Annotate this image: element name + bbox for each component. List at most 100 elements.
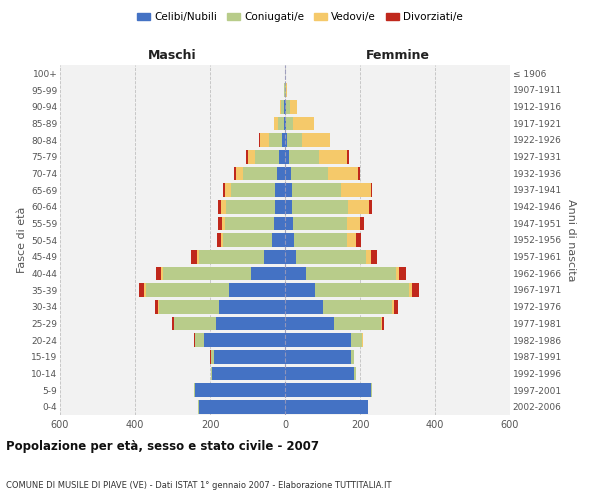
Bar (292, 200, 348, 213)
Bar (215, 316, 285, 330)
Bar (280, 150, 285, 164)
Bar (160, 300, 220, 314)
Bar (341, 183, 371, 197)
Bar (282, 133, 285, 147)
Bar (394, 300, 398, 314)
Bar (285, 366, 355, 380)
Bar (243, 166, 277, 180)
Y-axis label: Fasce di età: Fasce di età (17, 207, 27, 273)
Bar (371, 383, 372, 397)
Bar (199, 400, 285, 413)
Bar (362, 333, 364, 347)
Text: Popolazione per età, sesso e stato civile - 2007: Popolazione per età, sesso e stato civil… (6, 440, 319, 453)
Bar (163, 266, 251, 280)
Bar (232, 183, 275, 197)
Bar (269, 133, 282, 147)
Bar (205, 333, 285, 347)
Bar (220, 300, 285, 314)
Bar (211, 350, 214, 364)
Bar (173, 316, 175, 330)
Bar (221, 233, 223, 247)
Bar (191, 250, 197, 264)
Bar (409, 283, 412, 297)
Bar (223, 183, 224, 197)
Bar (155, 300, 158, 314)
Bar (214, 350, 285, 364)
Bar (222, 216, 225, 230)
Bar (229, 283, 285, 297)
Bar (315, 283, 409, 297)
Bar (285, 266, 305, 280)
Bar (248, 150, 255, 164)
Bar (225, 216, 274, 230)
Bar (218, 216, 222, 230)
Bar (365, 250, 371, 264)
Bar (260, 133, 269, 147)
Bar (334, 316, 380, 330)
Bar (350, 333, 362, 347)
Legend: Celibi/Nubili, Coniugati/e, Vedovi/e, Divorziati/e: Celibi/Nubili, Coniugati/e, Vedovi/e, Di… (133, 8, 467, 26)
Bar (347, 216, 360, 230)
Bar (382, 316, 383, 330)
Bar (245, 150, 248, 164)
Bar (285, 116, 286, 130)
Bar (274, 116, 278, 130)
Bar (292, 183, 341, 197)
Bar (290, 100, 298, 114)
Bar (226, 200, 275, 213)
Bar (158, 300, 160, 314)
Bar (319, 150, 347, 164)
Bar (285, 183, 292, 197)
Bar (347, 150, 349, 164)
Bar (285, 316, 334, 330)
Text: Maschi: Maschi (148, 48, 197, 62)
Bar (358, 166, 360, 180)
Bar (235, 166, 243, 180)
Bar (302, 133, 330, 147)
Bar (284, 100, 285, 114)
Bar (285, 166, 290, 180)
Bar (255, 150, 280, 164)
Bar (323, 300, 392, 314)
Bar (293, 116, 314, 130)
Bar (265, 250, 285, 264)
Bar (286, 83, 287, 97)
Bar (285, 233, 295, 247)
Bar (285, 150, 289, 164)
Bar (356, 233, 361, 247)
Bar (218, 200, 221, 213)
Bar (285, 400, 367, 413)
Bar (392, 300, 394, 314)
Bar (223, 233, 272, 247)
Bar (290, 166, 328, 180)
Bar (221, 200, 226, 213)
Bar (348, 200, 368, 213)
Bar (211, 366, 212, 380)
Bar (293, 216, 347, 230)
Bar (277, 166, 285, 180)
Bar (145, 283, 146, 297)
Bar (172, 316, 173, 330)
Bar (284, 116, 285, 130)
Bar (195, 333, 205, 347)
Bar (285, 333, 350, 347)
Bar (278, 116, 284, 130)
Bar (199, 250, 265, 264)
Bar (194, 383, 195, 397)
Bar (251, 266, 285, 280)
Bar (175, 316, 215, 330)
Bar (285, 383, 371, 397)
Bar (395, 266, 400, 280)
Bar (161, 266, 163, 280)
Bar (286, 116, 293, 130)
Bar (274, 216, 285, 230)
Bar (280, 100, 281, 114)
Bar (285, 216, 293, 230)
Bar (360, 216, 364, 230)
Bar (347, 233, 356, 247)
Bar (198, 400, 199, 413)
Bar (197, 250, 199, 264)
Bar (367, 400, 368, 413)
Bar (285, 300, 323, 314)
Bar (217, 233, 221, 247)
